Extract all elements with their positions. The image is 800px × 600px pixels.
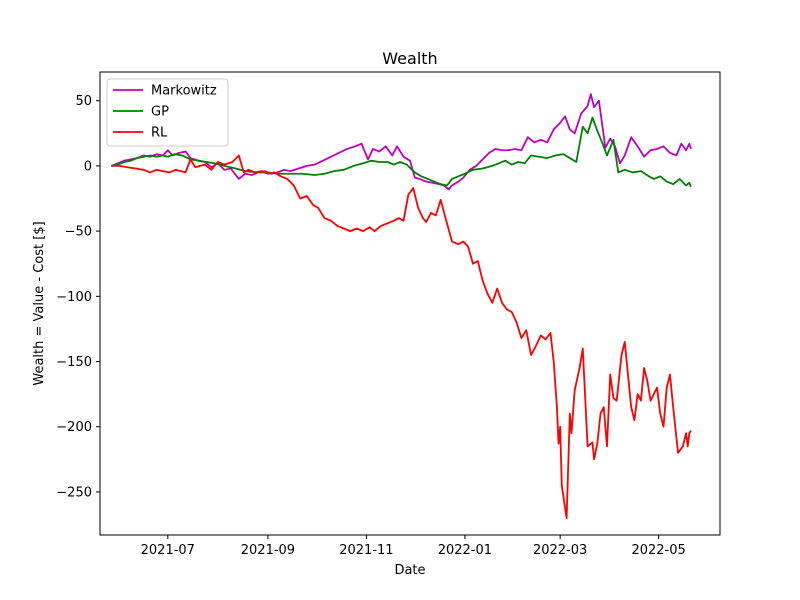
x-tick-label: 2022-05 <box>631 543 685 558</box>
y-tick-label: 50 <box>75 94 92 109</box>
legend-label-rl: RL <box>151 126 168 141</box>
y-tick-label: −250 <box>56 485 92 500</box>
x-axis: 2021-07 2021-09 2021-11 2022-01 2022-03 2022-… <box>141 535 686 558</box>
x-tick-label: 2022-01 <box>438 543 492 558</box>
series-line-gp <box>111 116 692 188</box>
x-axis-title: Date <box>394 563 425 578</box>
legend-label-markowitz: Markowitz <box>151 84 217 99</box>
legend: Markowitz GP RL <box>106 78 229 147</box>
series-line-markowitz <box>110 93 692 191</box>
legend-box <box>106 78 229 147</box>
legend-label-gp: GP <box>151 105 169 120</box>
chart-title: Wealth <box>382 49 437 68</box>
plot-area-frame <box>99 71 721 536</box>
y-tick-label: −100 <box>56 290 92 305</box>
x-tick-label: 2021-09 <box>241 543 295 558</box>
y-axis: 50 0 −50 −100 −150 −200 −250 <box>56 94 100 500</box>
y-tick-label: 0 <box>84 159 92 174</box>
y-tick-label: −50 <box>65 225 92 240</box>
x-tick-label: 2022-03 <box>533 543 587 558</box>
series-line-rl <box>111 154 692 519</box>
x-tick-label: 2021-07 <box>141 543 195 558</box>
series-layer <box>110 93 692 519</box>
y-tick-label: −200 <box>56 420 92 435</box>
y-tick-label: −150 <box>56 355 92 370</box>
x-tick-label: 2021-11 <box>339 543 393 558</box>
y-axis-title: Wealth = Value - Cost [$] <box>32 221 47 385</box>
